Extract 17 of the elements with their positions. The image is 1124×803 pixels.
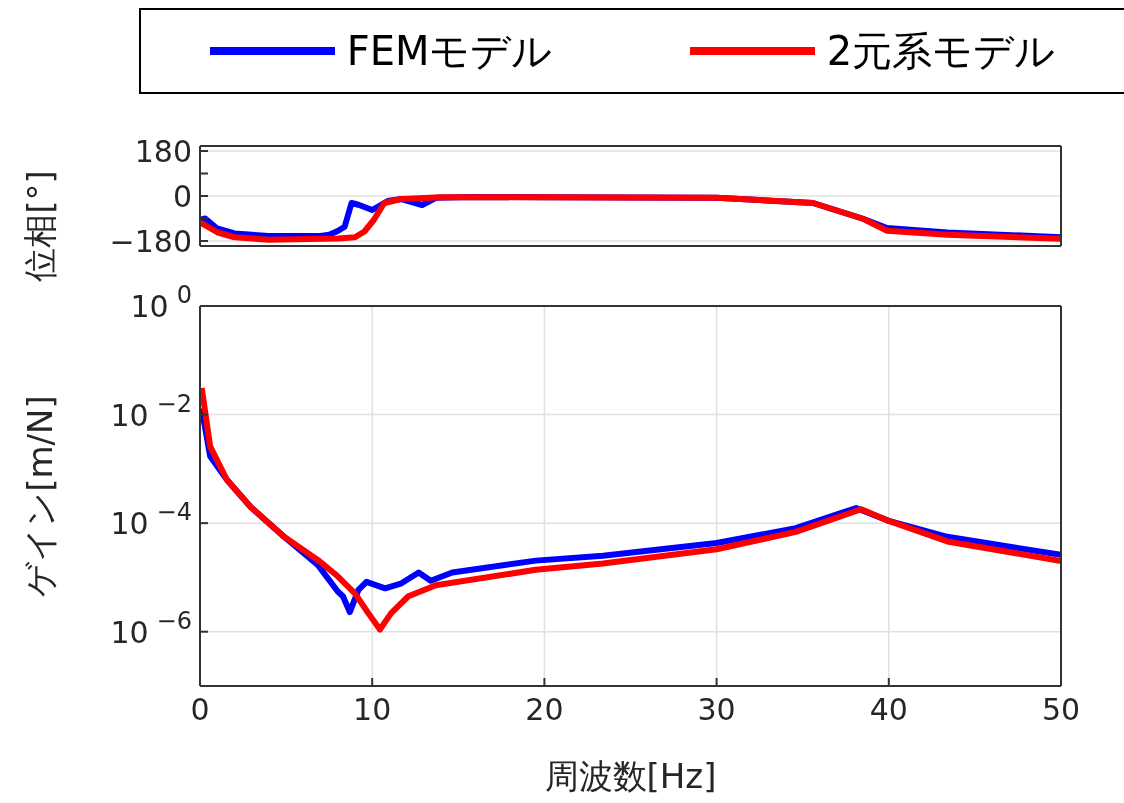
y-tick-label: 180	[134, 134, 192, 169]
y-axis-title: 位相[°]	[20, 170, 60, 282]
y-axis-title: ゲイン[m/N]	[20, 395, 60, 597]
y-tick-label: 10$^{−4}$	[110, 498, 192, 542]
y-tick-label: 10$^{−2}$	[110, 389, 192, 433]
x-axis-title: 周波数[Hz]	[544, 756, 717, 796]
x-tick-label: 10	[353, 692, 392, 727]
x-tick-label: 50	[1041, 692, 1081, 727]
x-tick-label: 40	[869, 692, 908, 727]
x-tick-label: 30	[697, 692, 736, 727]
y-tick-label: 0	[172, 179, 192, 214]
y-tick-label: 10$^{0}$	[130, 281, 192, 324]
legend-label: FEMモデル	[346, 26, 553, 76]
legend-label: 2元系モデル	[826, 26, 1056, 76]
y-tick-label: 10$^{−6}$	[110, 606, 192, 650]
x-tick-label: 20	[525, 692, 564, 727]
y-tick-label: −180	[109, 224, 192, 259]
